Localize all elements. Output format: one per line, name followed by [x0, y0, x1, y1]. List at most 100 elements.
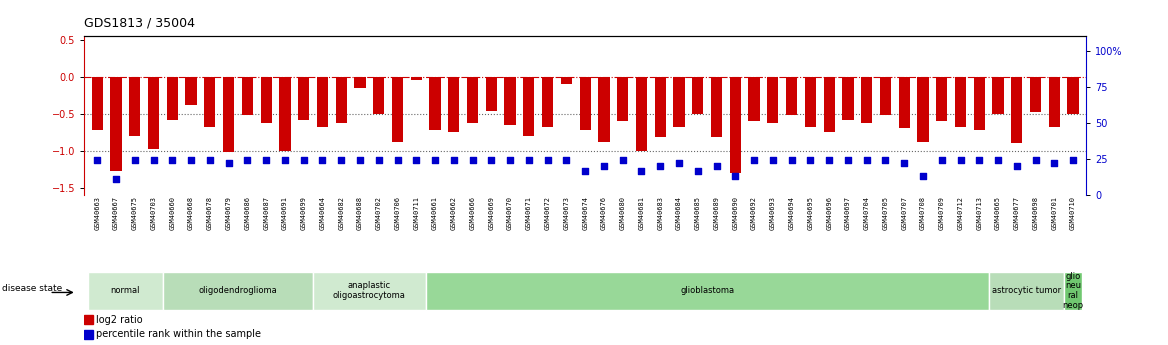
Bar [955, 77, 966, 127]
Point [764, 157, 783, 163]
Point [201, 157, 220, 163]
Point [294, 157, 313, 163]
Point [482, 157, 501, 163]
Point [595, 164, 613, 169]
Point [350, 157, 369, 163]
Point [538, 157, 557, 163]
Text: disease state: disease state [2, 284, 63, 293]
Point [125, 157, 144, 163]
Bar [148, 77, 159, 149]
Point [106, 176, 125, 182]
Bar [84, 330, 92, 339]
Point [332, 157, 350, 163]
Bar [654, 77, 666, 137]
Bar [749, 77, 759, 121]
Bar [392, 77, 403, 142]
Point [425, 157, 444, 163]
Bar [110, 77, 121, 171]
Point [257, 157, 276, 163]
Bar [898, 77, 910, 128]
Bar [84, 315, 92, 324]
Bar [335, 77, 347, 122]
Point [857, 157, 876, 163]
Point [726, 173, 745, 179]
Bar [449, 77, 459, 132]
Point [501, 157, 520, 163]
Point [1045, 160, 1064, 166]
Point [88, 157, 106, 163]
Bar [204, 77, 215, 127]
Point [238, 157, 257, 163]
Bar [917, 77, 929, 142]
Point [1008, 164, 1027, 169]
Text: GDS1813 / 35004: GDS1813 / 35004 [84, 16, 195, 29]
Bar [842, 77, 854, 120]
Bar [260, 77, 272, 122]
Point [406, 157, 425, 163]
FancyBboxPatch shape [88, 272, 162, 310]
Bar [1030, 77, 1041, 112]
Text: astrocytic tumor: astrocytic tumor [992, 286, 1061, 295]
Point [276, 157, 294, 163]
Text: log2 ratio: log2 ratio [96, 315, 142, 325]
Bar [167, 77, 178, 120]
Point [688, 168, 707, 174]
FancyBboxPatch shape [988, 272, 1064, 310]
Bar [993, 77, 1003, 114]
Text: glio
neu
ral
neop: glio neu ral neop [1063, 272, 1084, 310]
Point [313, 157, 332, 163]
Point [932, 157, 951, 163]
Point [820, 157, 839, 163]
Bar [523, 77, 535, 136]
Bar [861, 77, 872, 122]
Bar [467, 77, 478, 122]
Point [445, 157, 464, 163]
Bar [767, 77, 778, 122]
Point [969, 157, 988, 163]
Point [144, 157, 162, 163]
Point [745, 157, 764, 163]
Point [651, 164, 669, 169]
Bar [317, 77, 328, 127]
Point [988, 157, 1007, 163]
Bar [91, 77, 103, 130]
FancyBboxPatch shape [313, 272, 425, 310]
Bar [579, 77, 591, 130]
Text: oligodendroglioma: oligodendroglioma [199, 286, 277, 295]
Point [707, 164, 725, 169]
Point [576, 168, 595, 174]
Bar [486, 77, 496, 111]
Point [913, 173, 932, 179]
Bar [674, 77, 684, 127]
Point [876, 157, 895, 163]
Text: percentile rank within the sample: percentile rank within the sample [96, 329, 262, 339]
Bar [561, 77, 572, 84]
Bar [242, 77, 253, 115]
Bar [411, 77, 422, 80]
Point [783, 157, 801, 163]
Point [613, 157, 632, 163]
Point [182, 157, 201, 163]
Point [388, 157, 406, 163]
Point [839, 157, 857, 163]
Bar [279, 77, 291, 151]
Bar [730, 77, 741, 173]
Point [164, 157, 182, 163]
Point [369, 157, 388, 163]
Point [895, 160, 913, 166]
Bar [298, 77, 310, 120]
Point [669, 160, 688, 166]
Point [1064, 157, 1083, 163]
Bar [711, 77, 722, 137]
Bar [223, 77, 235, 152]
Bar [1068, 77, 1079, 114]
Bar [505, 77, 516, 125]
Bar [974, 77, 985, 130]
Bar [542, 77, 554, 127]
Bar [936, 77, 947, 121]
FancyBboxPatch shape [425, 272, 988, 310]
Bar [354, 77, 366, 88]
Point [557, 157, 576, 163]
Bar [1011, 77, 1022, 143]
Text: normal: normal [111, 286, 140, 295]
